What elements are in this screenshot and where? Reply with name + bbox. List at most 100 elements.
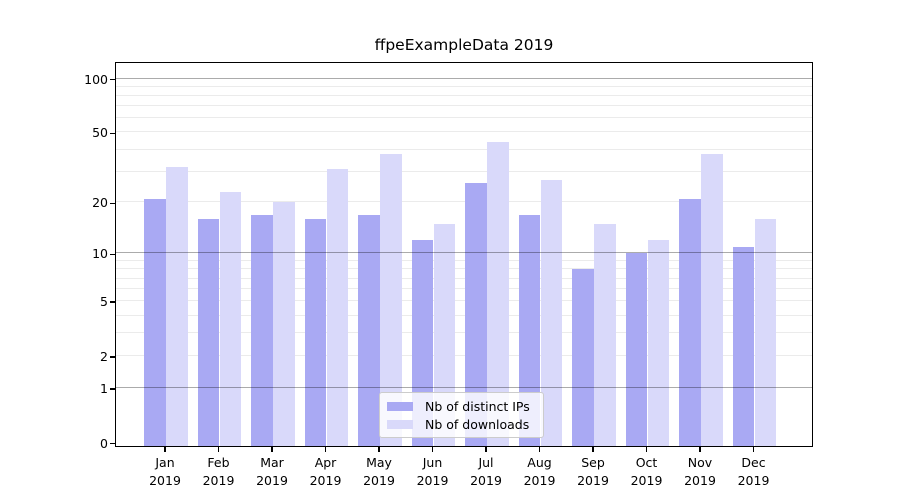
- bar-downloads-mar: [273, 202, 295, 446]
- x-tick-year: 2019: [684, 473, 716, 488]
- x-tick-mark: [645, 447, 648, 452]
- x-tick-month: Nov: [687, 455, 713, 470]
- x-tick-mark: [538, 447, 541, 452]
- minor-gridline: [116, 117, 812, 119]
- bar-downloads-aug: [540, 179, 563, 446]
- x-tick-month: Jul: [478, 455, 494, 470]
- x-tick-mark: [324, 447, 327, 452]
- bar-downloads-dec: [754, 219, 777, 446]
- bar-distinct-ips-jul: [465, 182, 487, 446]
- minor-gridline: [116, 94, 812, 96]
- x-tick-label: Oct 2019: [617, 454, 677, 490]
- x-tick-label: Jul 2019: [456, 454, 516, 490]
- x-tick-month: Feb: [207, 455, 230, 470]
- y-tick-label: 100: [84, 71, 108, 87]
- y-tick-label: 0: [100, 435, 108, 451]
- x-tick-label: Jun 2019: [403, 454, 463, 490]
- y-tick-label: 2: [100, 348, 108, 364]
- x-tick-mark: [164, 447, 166, 452]
- minor-gridline: [116, 105, 812, 107]
- x-tick-year: 2019: [577, 473, 609, 488]
- y-tick-mark: [110, 442, 115, 445]
- minor-gridline: [116, 148, 812, 150]
- bar-distinct-ips-may: [358, 214, 380, 446]
- x-tick-label: Dec 2019: [724, 454, 784, 490]
- minor-gridline: [116, 201, 812, 203]
- x-tick-label: Sep 2019: [563, 454, 623, 490]
- x-tick-mark: [592, 447, 594, 452]
- y-tick-mark: [110, 78, 115, 81]
- major-gridline: [116, 386, 812, 388]
- x-tick-month: Jan: [155, 455, 175, 470]
- major-gridline: [116, 77, 812, 79]
- x-tick-year: 2019: [470, 473, 502, 488]
- bar-downloads-oct: [647, 240, 670, 446]
- x-tick-month: Aug: [527, 455, 552, 470]
- minor-gridline: [116, 332, 812, 334]
- x-tick-label: Nov 2019: [670, 454, 730, 490]
- x-tick-mark: [752, 447, 755, 452]
- bar-downloads-jan: [166, 166, 188, 446]
- y-tick-label: 5: [100, 294, 108, 310]
- y-tick-mark: [110, 356, 115, 358]
- x-tick-month: Apr: [314, 455, 337, 470]
- legend-label-downloads: Nb of downloads: [425, 416, 530, 432]
- y-tick-mark: [110, 253, 115, 256]
- bar-downloads-sep: [594, 223, 616, 446]
- bar-distinct-ips-aug: [518, 214, 541, 446]
- plot-area: [115, 62, 813, 447]
- legend-swatch-distinct-ips: [387, 401, 413, 411]
- bar-downloads-jul: [487, 142, 509, 446]
- x-tick-mark: [699, 447, 701, 452]
- minor-gridline: [116, 288, 812, 289]
- minor-gridline: [116, 268, 812, 270]
- chart-title: ffpeExampleData 2019: [374, 36, 554, 54]
- y-tick-mark: [110, 388, 115, 390]
- x-tick-month: Sep: [581, 455, 605, 470]
- bar-downloads-apr: [326, 169, 349, 446]
- x-tick-year: 2019: [256, 473, 288, 488]
- x-tick-year: 2019: [149, 473, 181, 488]
- x-tick-mark: [485, 447, 487, 452]
- bar-distinct-ips-mar: [251, 214, 273, 446]
- x-tick-year: 2019: [416, 473, 449, 488]
- legend-item-distinct-ips: Nb of distinct IPs: [387, 397, 537, 415]
- x-tick-year: 2019: [309, 473, 342, 488]
- bar-distinct-ips-sep: [572, 269, 594, 446]
- x-tick-label: May 2019: [349, 454, 409, 490]
- x-tick-mark: [271, 447, 273, 452]
- x-tick-month: Mar: [260, 455, 284, 470]
- bar-distinct-ips-dec: [732, 246, 755, 446]
- bar-downloads-nov: [701, 153, 723, 446]
- y-tick-mark: [110, 202, 115, 205]
- minor-gridline: [116, 259, 812, 261]
- legend-swatch-downloads: [387, 419, 413, 429]
- x-tick-year: 2019: [523, 473, 556, 488]
- x-tick-mark: [217, 447, 220, 452]
- x-tick-month: Dec: [741, 455, 766, 470]
- x-tick-label: Aug 2019: [510, 454, 570, 490]
- x-tick-year: 2019: [363, 473, 395, 488]
- minor-gridline: [116, 170, 812, 172]
- bar-distinct-ips-jan: [144, 198, 166, 446]
- x-tick-label: Feb 2019: [189, 454, 249, 490]
- legend-item-downloads: Nb of downloads: [387, 415, 537, 433]
- minor-gridline: [116, 354, 812, 356]
- x-tick-mark: [431, 447, 434, 452]
- minor-gridline: [116, 85, 812, 87]
- bar-distinct-ips-nov: [679, 198, 701, 446]
- x-tick-label: Mar 2019: [242, 454, 302, 490]
- bar-distinct-ips-feb: [197, 219, 220, 446]
- y-tick-mark: [110, 301, 115, 303]
- y-tick-label: 20: [92, 195, 108, 211]
- major-gridline: [116, 252, 812, 254]
- bar-distinct-ips-apr: [304, 219, 327, 446]
- x-tick-year: 2019: [630, 473, 663, 488]
- x-tick-label: Jan 2019: [135, 454, 195, 490]
- x-tick-month: Jun: [422, 455, 443, 470]
- legend-label-distinct-ips: Nb of distinct IPs: [425, 398, 530, 414]
- x-tick-month: May: [366, 455, 392, 470]
- minor-gridline: [116, 314, 812, 316]
- minor-gridline: [116, 277, 812, 279]
